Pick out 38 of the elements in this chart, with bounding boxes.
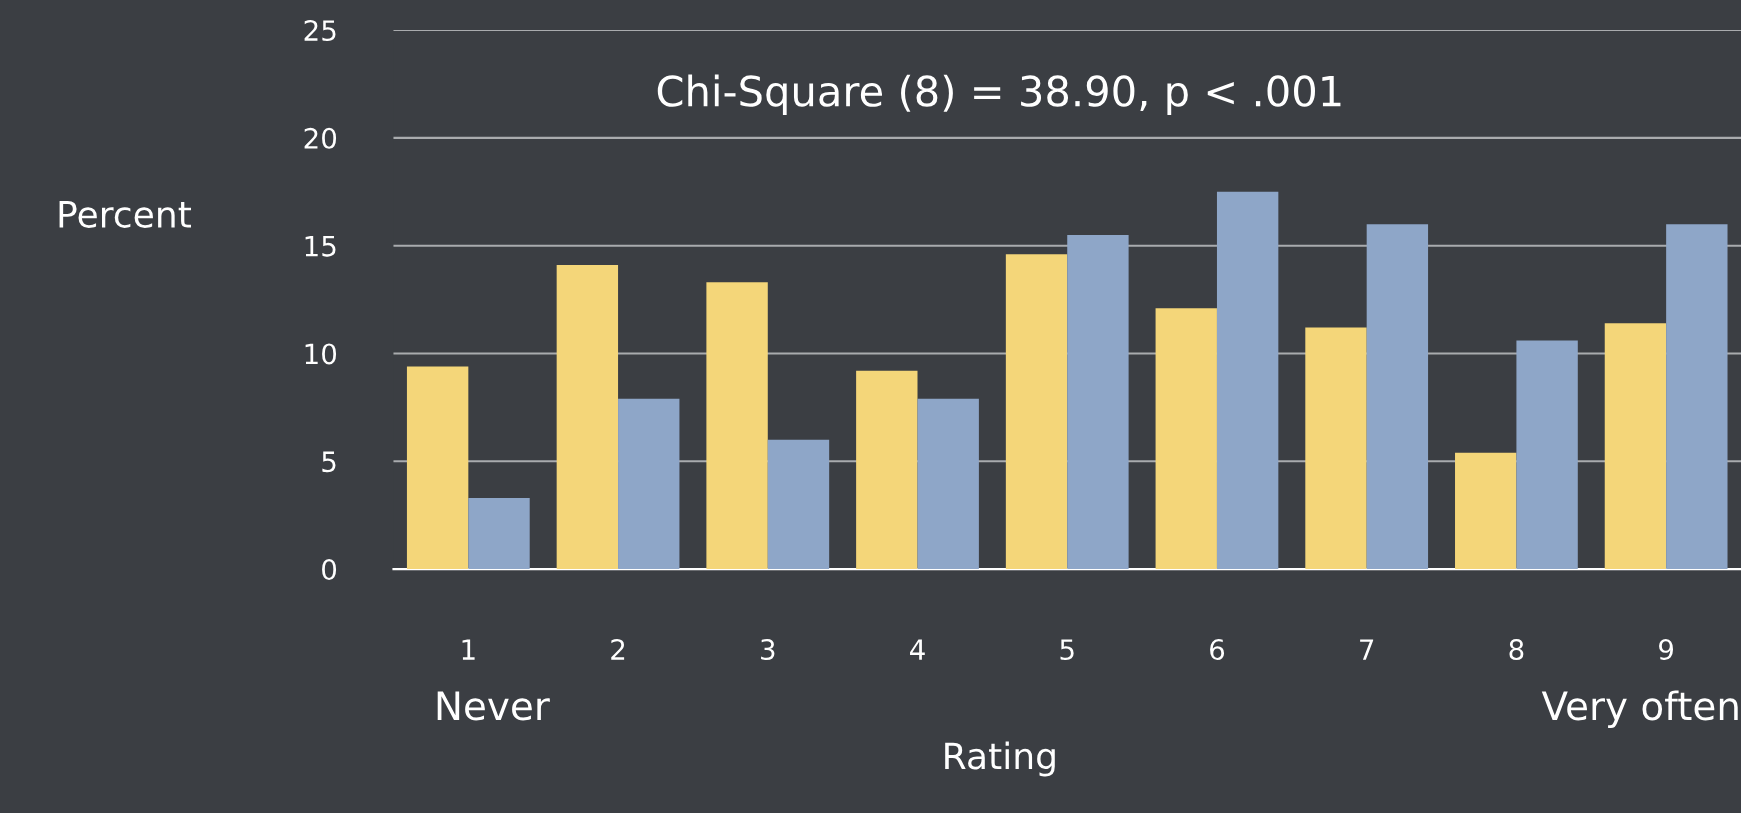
bar — [556, 265, 619, 570]
bar — [1516, 340, 1578, 570]
bar — [1005, 254, 1068, 570]
bar — [1067, 234, 1129, 570]
x-tick-label: 8 — [1509, 639, 1524, 661]
y-axis-title: Percent — [59, 201, 192, 228]
bar — [917, 398, 979, 570]
x-tick-label: 6 — [1210, 639, 1225, 661]
bar — [1666, 224, 1728, 570]
x-tick-label: 7 — [1360, 639, 1374, 660]
y-tick-label: 0 — [322, 559, 337, 581]
bar — [1455, 452, 1517, 570]
text: Very often — [1541, 690, 1738, 729]
y-tick-label: 25 — [304, 20, 336, 42]
y-tick-label: 20 — [304, 127, 337, 149]
bar — [767, 439, 830, 570]
bar — [1216, 191, 1279, 570]
x-tick-label: 1 — [462, 639, 475, 660]
bar — [1366, 224, 1429, 570]
x-tick-label: 3 — [761, 639, 775, 661]
x-tick-label: 9 — [1659, 639, 1674, 661]
bar — [618, 398, 680, 570]
bar — [1155, 308, 1217, 570]
annotation: Chi-Square (8) = 38.90, p < .001 — [657, 74, 1341, 115]
x-tick-label: 5 — [1060, 639, 1074, 661]
y-tick-label: 5 — [322, 451, 336, 473]
x-axis-title: Rating — [945, 741, 1055, 777]
bar — [1305, 327, 1367, 570]
bar — [856, 370, 918, 570]
bar — [1604, 323, 1667, 570]
bar — [406, 366, 469, 570]
text: Never — [437, 691, 550, 721]
x-tick-label: 4 — [910, 639, 925, 660]
x-tick-label: 2 — [611, 639, 625, 660]
y-tick-label: 10 — [305, 343, 337, 365]
bar — [468, 497, 530, 570]
bar — [706, 282, 768, 570]
y-tick-label: 15 — [305, 235, 336, 257]
